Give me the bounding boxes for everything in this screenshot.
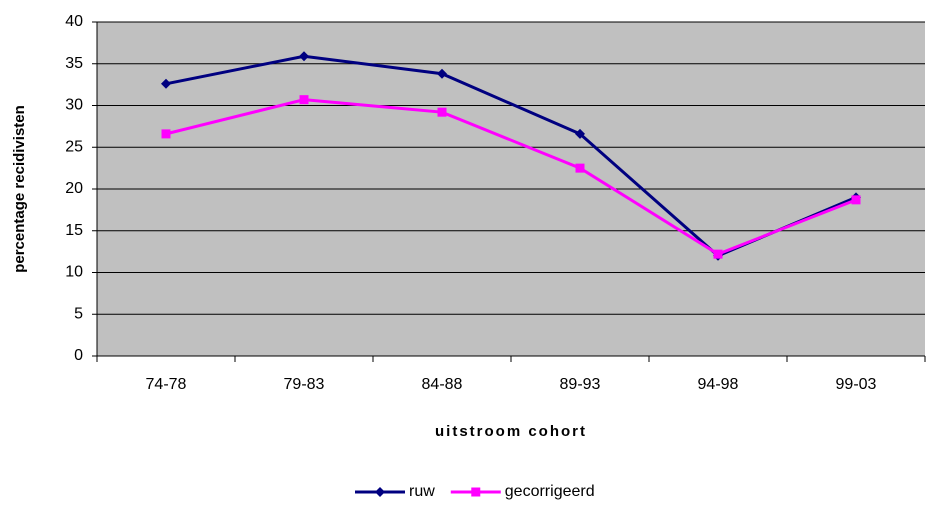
marker xyxy=(851,195,861,205)
marker xyxy=(161,78,171,89)
x-tick-label: 79-83 xyxy=(284,376,325,393)
marker xyxy=(375,487,385,497)
x-tick-label: 89-93 xyxy=(560,376,601,393)
legend-label: ruw xyxy=(409,483,435,500)
marker xyxy=(161,129,171,139)
y-tick-label: 40 xyxy=(65,13,83,30)
marker xyxy=(713,249,723,259)
marker xyxy=(299,51,309,62)
marker xyxy=(575,128,585,139)
marker xyxy=(471,487,481,497)
x-axis-title: uitstroom cohort xyxy=(435,423,587,440)
series-line xyxy=(165,98,857,256)
y-axis-title: percentage recidivisten xyxy=(11,105,28,273)
y-tick-label: 15 xyxy=(65,222,83,239)
y-tick-label: 35 xyxy=(65,55,83,72)
y-tick-label: 25 xyxy=(65,138,83,155)
x-tick-label: 84-88 xyxy=(422,376,463,393)
marker xyxy=(437,68,447,79)
y-tick-label: 0 xyxy=(74,347,83,364)
x-tick-label: 74-78 xyxy=(146,376,187,393)
marker xyxy=(299,95,309,105)
marker xyxy=(437,107,447,117)
marker xyxy=(575,163,585,173)
y-tick-label: 30 xyxy=(65,97,83,114)
x-tick-label: 99-03 xyxy=(836,376,877,393)
legend-label: gecorrigeerd xyxy=(505,483,595,500)
y-tick-label: 5 xyxy=(74,305,83,322)
y-tick-label: 10 xyxy=(65,264,83,281)
x-tick-label: 94-98 xyxy=(698,376,739,393)
y-tick-label: 20 xyxy=(65,180,83,197)
